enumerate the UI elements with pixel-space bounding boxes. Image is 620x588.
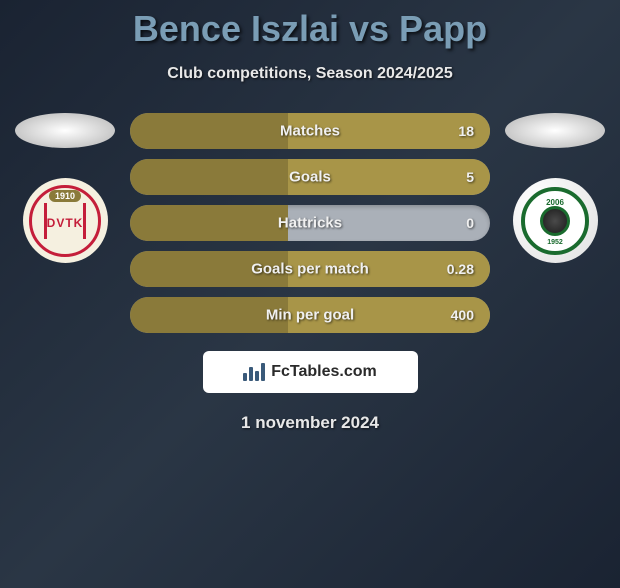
badge-right-year: 2006 — [546, 198, 564, 207]
stat-bar: Matches 18 — [130, 113, 490, 149]
player-left-column: 1910 DVTK — [10, 113, 120, 263]
stat-fill-left — [130, 297, 288, 333]
badge-left-text: DVTK — [47, 216, 84, 230]
comparison-container: 1910 DVTK Matches 18 Goals 5 Hattricks 0 Goals… — [0, 113, 620, 333]
stat-value-right: 400 — [451, 307, 474, 323]
stat-bar: Hattricks 0 — [130, 205, 490, 241]
stat-bar: Goals per match 0.28 — [130, 251, 490, 287]
club-badge-right: 2006 1952 — [513, 178, 598, 263]
stat-value-right: 5 — [466, 169, 474, 185]
stat-bar: Min per goal 400 — [130, 297, 490, 333]
badge-left-year: 1910 — [49, 190, 81, 202]
date-line: 1 november 2024 — [0, 413, 620, 433]
stat-label: Goals — [289, 169, 331, 186]
stat-label: Matches — [280, 123, 340, 140]
stat-fill-left — [130, 113, 288, 149]
stat-fill-left — [130, 159, 288, 195]
bar-chart-icon — [243, 363, 265, 381]
stat-label: Min per goal — [266, 307, 354, 324]
stat-fill-left — [130, 205, 288, 241]
attribution-badge: FcTables.com — [203, 351, 418, 393]
stat-value-right: 0 — [466, 215, 474, 231]
stat-value-right: 0.28 — [447, 261, 474, 277]
player-right-avatar — [505, 113, 605, 148]
stat-value-right: 18 — [458, 123, 474, 139]
page-title: Bence Iszlai vs Papp — [0, 8, 620, 50]
club-badge-left: 1910 DVTK — [23, 178, 108, 263]
attribution-text: FcTables.com — [271, 363, 377, 381]
stat-label: Hattricks — [278, 215, 342, 232]
subtitle: Club competitions, Season 2024/2025 — [0, 65, 620, 83]
stats-column: Matches 18 Goals 5 Hattricks 0 Goals per match… — [120, 113, 500, 333]
player-right-column: 2006 1952 — [500, 113, 610, 263]
player-left-avatar — [15, 113, 115, 148]
stat-label: Goals per match — [251, 261, 369, 278]
stat-bar: Goals 5 — [130, 159, 490, 195]
badge-right-bottom: 1952 — [547, 239, 563, 246]
